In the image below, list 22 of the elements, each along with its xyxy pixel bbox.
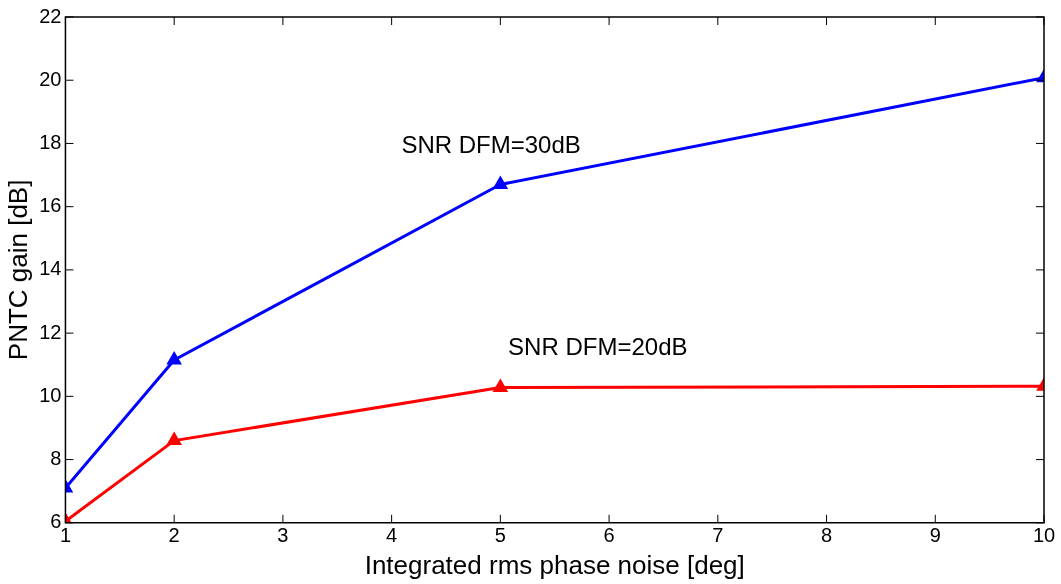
x-tick-label: 3 [277,524,289,547]
x-axis-title: Integrated rms phase noise [deg] [364,549,745,580]
y-tick-label: 16 [39,194,62,217]
x-tick-label: 8 [820,524,833,547]
x-tick-label: 5 [494,524,506,547]
y-tick-label: 12 [39,320,62,343]
y-tick-label: 14 [39,257,62,280]
y-tick-label: 6 [50,510,62,533]
x-tick-label: 2 [168,524,180,547]
y-tick-label: 22 [39,4,62,27]
y-tick-label: 18 [39,130,62,153]
x-tick-label: 9 [929,524,941,547]
x-tick-label: 4 [386,524,398,547]
y-tick-label: 20 [39,67,62,90]
x-tick-label: 6 [603,524,615,547]
y-axis-title: PNTC gain [dB] [2,179,33,361]
annotation: SNR DFM=20dB [508,333,688,361]
x-tick-label: 7 [712,524,724,547]
annotation: SNR DFM=30dB [401,131,581,159]
x-tick-label: 10 [1032,524,1056,547]
y-tick-label: 10 [39,383,62,406]
y-tick-label: 8 [50,447,62,470]
